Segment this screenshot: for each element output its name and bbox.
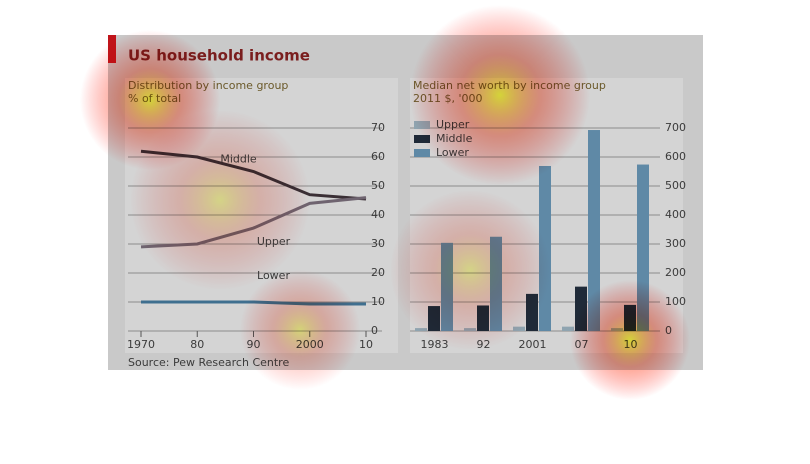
y-tick-label: 10 [371,295,385,308]
x-tick-label: 80 [190,338,204,351]
heat-blob [240,270,360,390]
bar [562,326,574,331]
y-tick-label: 700 [665,121,686,134]
y-tick-label: 20 [371,266,385,279]
legend-swatch [414,149,430,157]
y-tick-label: 60 [371,150,385,163]
x-tick-label: 10 [359,338,373,351]
y-tick-label: 70 [371,121,385,134]
y-tick-label: 40 [371,208,385,221]
heat-blob [410,5,590,185]
bar [588,130,600,331]
y-tick-label: 30 [371,237,385,250]
x-tick-label: 2001 [519,338,547,351]
y-tick-label: 600 [665,150,686,163]
y-tick-label: 200 [665,266,686,279]
heatmap [80,5,690,400]
y-tick-label: 50 [371,179,385,192]
y-tick-label: 0 [371,324,378,337]
x-tick-label: 1970 [127,338,155,351]
heat-blob [130,110,310,290]
y-tick-label: 500 [665,179,686,192]
y-tick-label: 400 [665,208,686,221]
y-tick-label: 300 [665,237,686,250]
heat-blob [390,190,550,350]
heat-blob [570,280,690,400]
